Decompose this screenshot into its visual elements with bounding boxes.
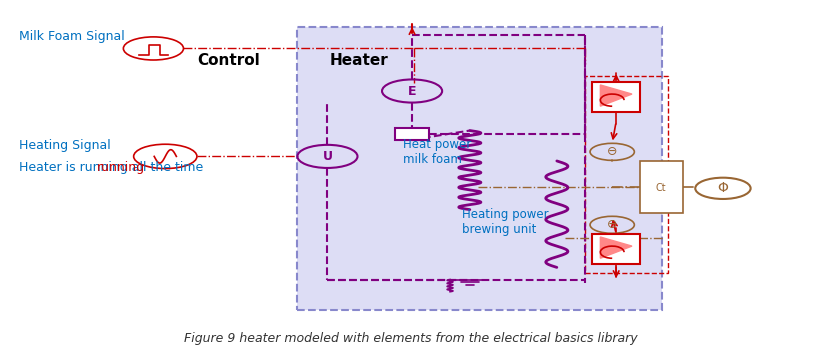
Text: E: E [408, 85, 416, 97]
FancyBboxPatch shape [296, 27, 662, 310]
Text: Control: Control [197, 53, 260, 68]
Text: Figure 9 heater modeled with elements from the electrical basics library: Figure 9 heater modeled with elements fr… [184, 332, 637, 345]
Text: Heating power
brewing unit: Heating power brewing unit [462, 208, 548, 236]
Bar [640, 161, 683, 213]
Bar [593, 234, 640, 264]
Text: Ct: Ct [656, 183, 667, 193]
Text: running: running [97, 160, 144, 174]
Text: Heating Signal: Heating Signal [19, 139, 111, 152]
Text: Heater: Heater [330, 53, 388, 68]
Bar [395, 127, 429, 140]
Text: ⊖: ⊖ [607, 145, 617, 158]
Text: Milk Foam Signal: Milk Foam Signal [19, 30, 125, 43]
Text: Heat power
milk foam: Heat power milk foam [402, 138, 470, 166]
Polygon shape [600, 237, 632, 258]
Text: Heater is running all the time: Heater is running all the time [19, 160, 204, 174]
Text: U: U [323, 150, 333, 163]
Text: ⊖: ⊖ [607, 218, 617, 231]
Polygon shape [600, 85, 632, 106]
Bar [585, 76, 667, 274]
Bar [593, 82, 640, 112]
Text: Φ: Φ [718, 181, 728, 195]
